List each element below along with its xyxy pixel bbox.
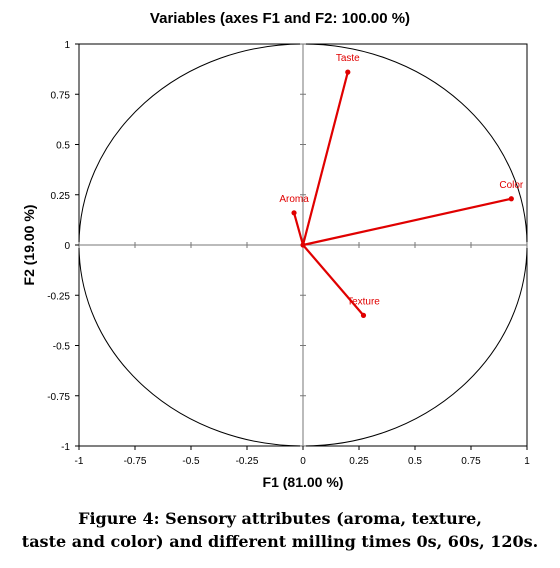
- y-tick-label: -0.25: [47, 291, 70, 302]
- vector-texture: [302, 244, 365, 317]
- origin-point: [300, 242, 306, 248]
- y-tick-label: -1: [61, 442, 70, 453]
- label-color: Color: [499, 180, 524, 191]
- figure-caption: Figure 4: Sensory attributes (aroma, tex…: [0, 507, 560, 553]
- y-tick-label: 0.5: [56, 141, 70, 152]
- y-tick-label: 0.75: [51, 90, 71, 101]
- outer-ticks: [75, 43, 528, 450]
- point-texture: [360, 312, 367, 318]
- x-tick-labels: -1 -0.75 -0.5 -0.25 0 0.25 0.5 0.75 1: [75, 456, 531, 467]
- vector-aroma: [292, 212, 305, 246]
- x-axis-label: F1 (81.00 %): [263, 474, 344, 490]
- y-tick-label: 0.25: [51, 191, 71, 202]
- caption-line-1: Figure 4: Sensory attributes (aroma, tex…: [78, 509, 482, 528]
- x-tick-label: 0.5: [408, 456, 422, 467]
- x-tick-label: -0.25: [236, 456, 259, 467]
- caption-line-2: taste and color) and different milling t…: [21, 532, 539, 551]
- label-aroma: Aroma: [279, 194, 309, 205]
- point-taste: [345, 69, 351, 75]
- x-tick-label: 0.25: [349, 456, 369, 467]
- y-tick-labels: 1 0.75 0.5 0.25 0 -0.25 -0.5 -0.75 -1: [47, 40, 70, 453]
- y-tick-label: -0.5: [53, 342, 71, 353]
- y-tick-label: 1: [64, 40, 70, 51]
- x-tick-label: 0.75: [461, 456, 481, 467]
- label-texture: Texture: [347, 296, 380, 307]
- x-tick-label: -1: [75, 456, 84, 467]
- vector-color: [302, 197, 512, 247]
- y-axis-label: F2 (19.00 %): [21, 205, 37, 286]
- point-aroma: [291, 210, 297, 216]
- chart-title: Variables (axes F1 and F2: 100.00 %): [149, 10, 411, 27]
- point-color: [508, 196, 514, 202]
- x-tick-label: -0.5: [182, 456, 200, 467]
- y-tick-label: -0.75: [47, 392, 70, 403]
- correlation-circle-chart: -1 -0.75 -0.5 -0.25 0 0.25 0.5 0.75 1 1 0.75 0.5 0.…: [21, 40, 531, 490]
- x-tick-label: -0.75: [124, 456, 147, 467]
- vectors: Taste Color Aroma Texture: [279, 53, 524, 318]
- vector-taste: [301, 71, 349, 246]
- y-tick-label: 0: [64, 241, 70, 252]
- x-tick-label: 1: [524, 456, 530, 467]
- x-tick-label: 0: [300, 456, 306, 467]
- label-taste: Taste: [336, 53, 360, 64]
